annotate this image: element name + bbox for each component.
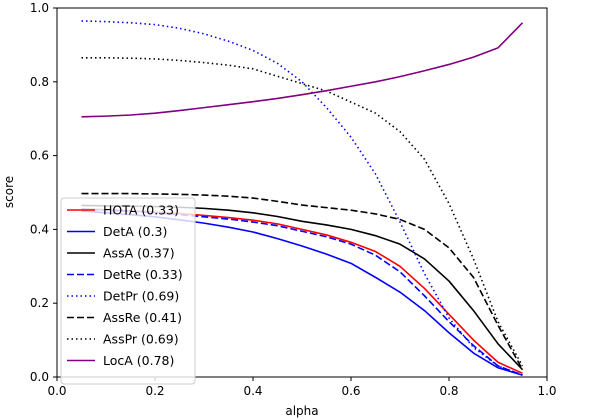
x-tick-label: 0.4 xyxy=(243,384,262,398)
legend: HOTA (0.33) DetA (0.3) AssA (0.37) DetRe (0… xyxy=(60,197,196,385)
series-line-4 xyxy=(81,20,523,376)
x-axis-label: alpha xyxy=(285,404,318,418)
y-tick-label: 0.0 xyxy=(30,370,49,384)
x-tick-label: 0.2 xyxy=(145,384,164,398)
series-line-5 xyxy=(81,192,524,371)
x-tick-label: 0.0 xyxy=(47,384,66,398)
legend-entry: AssPr (0.69) xyxy=(103,332,179,347)
legend-entry: DetA (0.3) xyxy=(103,224,167,239)
legend-entry: AssA (0.37) xyxy=(103,246,175,261)
legend-entry: LocA (0.78) xyxy=(103,353,174,368)
legend-entry: AssRe (0.41) xyxy=(103,310,182,325)
legend-entry: DetRe (0.33) xyxy=(103,267,183,282)
axes-frame xyxy=(56,7,548,378)
y-tick-label: 0.6 xyxy=(30,149,49,163)
x-tick-label: 0.8 xyxy=(439,384,458,398)
y-axis-label: score xyxy=(2,176,16,208)
legend-entry: DetPr (0.69) xyxy=(103,289,179,304)
series-line-7 xyxy=(81,22,524,118)
x-tick-label: 1.0 xyxy=(537,384,556,398)
legend-box xyxy=(60,197,196,385)
legend-entry: HOTA (0.33) xyxy=(103,203,179,218)
y-tick-label: 0.2 xyxy=(30,296,49,310)
y-axis: 0.0 0.2 0.4 0.6 0.8 1.0 xyxy=(30,1,57,384)
x-axis: 0.0 0.2 0.4 0.6 0.8 1.0 xyxy=(47,377,557,398)
y-tick-label: 1.0 xyxy=(30,1,49,15)
y-tick-label: 0.4 xyxy=(30,222,49,236)
y-tick-label: 0.8 xyxy=(30,75,49,89)
x-tick-label: 0.6 xyxy=(341,384,360,398)
